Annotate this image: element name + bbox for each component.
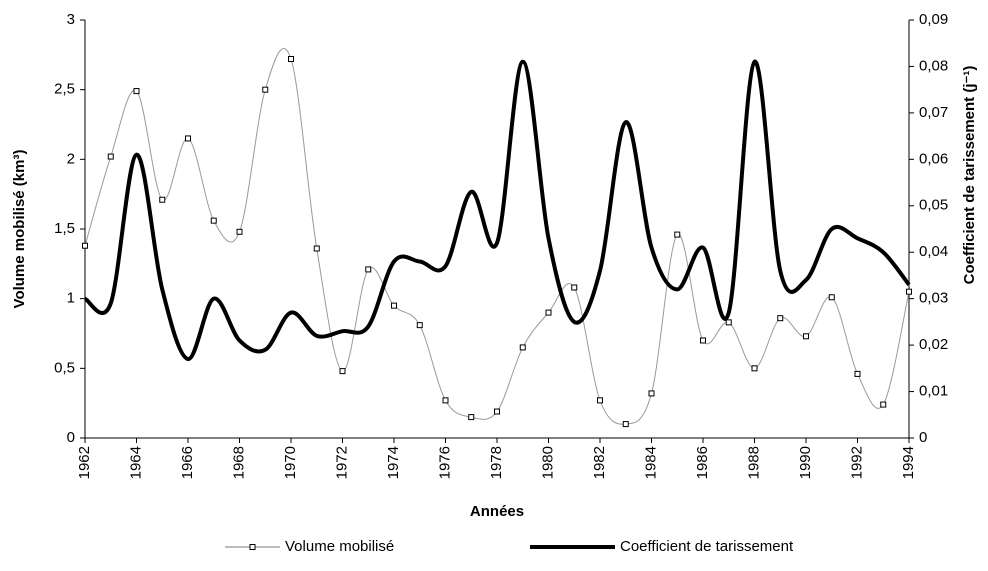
x-tick-label: 1970 <box>282 446 299 479</box>
x-tick-label: 1976 <box>436 446 453 479</box>
y2-tick-label: 0,01 <box>919 383 948 400</box>
marker <box>597 397 603 404</box>
y2-tick-label: 0,09 <box>919 11 948 28</box>
marker <box>494 408 500 415</box>
series-line <box>83 59 911 362</box>
marker <box>185 135 191 142</box>
marker <box>545 309 552 316</box>
y-tick-label: 1 <box>67 290 75 307</box>
y2-tick-label: 0,05 <box>919 197 948 214</box>
marker <box>236 228 243 235</box>
x-tick-label: 1988 <box>745 446 762 479</box>
legend-marker <box>249 544 256 550</box>
marker <box>159 196 166 203</box>
y2-tick-label: 0,07 <box>919 104 948 121</box>
marker <box>82 242 88 249</box>
y-tick-label: 0 <box>67 429 75 446</box>
x-tick-label: 1980 <box>539 446 556 479</box>
marker <box>674 231 681 238</box>
y2-axis-label: Coefficient de tarissement (j⁻¹) <box>961 66 978 285</box>
x-tick-label: 1966 <box>179 446 196 479</box>
y-tick-label: 2 <box>67 150 75 167</box>
x-tick-label: 1962 <box>76 446 93 479</box>
marker <box>700 337 706 344</box>
marker <box>571 284 578 291</box>
x-tick-label: 1972 <box>333 446 350 479</box>
marker <box>262 86 269 93</box>
marker <box>622 421 629 428</box>
marker <box>906 288 912 295</box>
y-tick-label: 0,5 <box>54 359 75 376</box>
marker <box>725 319 732 326</box>
x-tick-label: 1990 <box>797 446 814 479</box>
x-tick-label: 1984 <box>642 446 659 479</box>
y-tick-label: 2,5 <box>54 81 75 98</box>
legend-label: Coefficient de tarissement <box>620 538 794 555</box>
y2-tick-label: 0,04 <box>919 243 948 260</box>
y-tick-label: 1,5 <box>54 220 75 237</box>
legend-label: Volume mobilisé <box>285 538 394 555</box>
marker <box>416 322 423 329</box>
marker <box>751 365 758 372</box>
marker <box>777 315 784 322</box>
y2-tick-label: 0,02 <box>919 336 948 353</box>
x-axis-label: Années <box>470 503 524 520</box>
x-tick-label: 1978 <box>488 446 505 479</box>
marker <box>880 401 887 408</box>
marker <box>442 397 449 404</box>
y2-tick-label: 0,06 <box>919 150 948 167</box>
marker <box>391 302 397 309</box>
marker <box>133 88 140 95</box>
x-tick-label: 1964 <box>127 446 144 479</box>
marker <box>288 56 294 63</box>
marker <box>828 294 835 301</box>
marker <box>854 370 861 377</box>
marker <box>210 217 217 224</box>
marker <box>365 266 372 273</box>
y-tick-label: 3 <box>67 11 75 28</box>
marker <box>803 333 809 340</box>
y2-tick-label: 0,08 <box>919 57 948 74</box>
marker <box>648 390 655 397</box>
x-tick-label: 1992 <box>848 446 865 479</box>
marker <box>519 344 526 351</box>
marker <box>339 368 346 375</box>
x-tick-label: 1968 <box>230 446 247 479</box>
y-axis-label: Volume mobilisé (km³) <box>11 150 28 309</box>
marker <box>107 153 114 160</box>
marker <box>313 245 320 252</box>
x-tick-label: 1994 <box>900 446 917 479</box>
x-tick-label: 1982 <box>591 446 608 479</box>
y2-tick-label: 0 <box>919 429 927 446</box>
y2-tick-label: 0,03 <box>919 290 948 307</box>
marker <box>468 414 475 421</box>
x-tick-label: 1974 <box>385 446 402 479</box>
x-tick-label: 1986 <box>694 446 711 479</box>
